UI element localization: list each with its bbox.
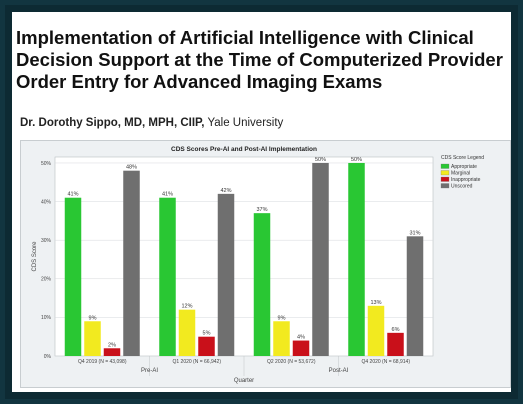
data-label: 6% — [392, 327, 400, 333]
x-tick-label: Q1 2020 (N = 66,942) — [172, 359, 221, 365]
data-label: 12% — [181, 304, 192, 310]
y-tick-label: 30% — [41, 238, 52, 244]
legend-swatch-unscored — [440, 183, 450, 189]
x-axis-label: Quarter — [234, 378, 254, 384]
bar-appropriate — [64, 197, 82, 356]
data-label: 2% — [108, 342, 116, 348]
bar-inappropriate — [292, 340, 310, 356]
bar-unscored — [406, 236, 424, 356]
y-tick-label: 0% — [44, 354, 52, 360]
bar-marginal — [84, 321, 101, 356]
author-name: Dr. Dorothy Sippo, MD, MPH, CIIP, — [20, 117, 205, 129]
bar-appropriate — [159, 197, 176, 356]
group-label: Post-AI — [329, 368, 349, 374]
data-label: 42% — [220, 188, 231, 194]
chart-title: CDS Scores Pre-AI and Post-AI Implementa… — [171, 146, 317, 153]
data-label: 5% — [203, 331, 211, 337]
data-label: 41% — [162, 192, 173, 198]
y-axis-label: CDS Score — [32, 241, 38, 272]
bar-inappropriate — [198, 336, 215, 356]
legend-title: CDS Score Legend — [441, 155, 484, 161]
y-tick-label: 10% — [41, 315, 52, 321]
y-tick-label: 50% — [41, 161, 52, 167]
y-tick-label: 20% — [41, 277, 52, 283]
x-tick-label: Q4 2019 (N = 43,098) — [78, 359, 127, 365]
bar-marginal — [273, 321, 290, 356]
data-label: 31% — [409, 230, 420, 236]
bar-unscored — [217, 193, 235, 356]
bar-unscored — [312, 162, 329, 356]
legend-label: Marginal — [451, 171, 470, 177]
y-tick-label: 40% — [41, 199, 52, 205]
x-tick-label: Q2 2020 (N = 53,672) — [267, 359, 316, 365]
bar-appropriate — [348, 162, 365, 356]
data-label: 9% — [89, 315, 97, 321]
legend-swatch-marginal — [440, 170, 450, 176]
data-label: 9% — [278, 315, 286, 321]
data-label: 50% — [351, 157, 362, 163]
data-label: 50% — [315, 157, 326, 163]
bar-inappropriate — [387, 332, 404, 356]
legend-label: Unscored — [451, 184, 473, 190]
author-affiliation: Yale University — [204, 117, 284, 129]
bar-appropriate — [253, 213, 271, 356]
legend-label: Appropriate — [451, 164, 477, 170]
data-label: 41% — [67, 192, 78, 198]
legend-label: Inappropriate — [451, 177, 481, 183]
data-label: 48% — [126, 165, 137, 171]
bar-inappropriate — [103, 348, 121, 356]
author-line: Dr. Dorothy Sippo, MD, MPH, CIIP, Yale U… — [20, 117, 283, 129]
legend-swatch-appropriate — [440, 163, 450, 169]
bar-unscored — [123, 170, 140, 356]
data-label: 13% — [370, 300, 381, 306]
bar-marginal — [178, 309, 196, 356]
x-tick-label: Q4 2020 (N = 68,914) — [361, 359, 410, 365]
legend-swatch-inappropriate — [440, 176, 450, 182]
bar-marginal — [367, 305, 385, 356]
data-label: 4% — [297, 335, 305, 341]
data-label: 37% — [256, 207, 267, 213]
slide-title: Implementation of Artificial Intelligenc… — [16, 27, 503, 92]
group-label: Pre-AI — [141, 368, 158, 374]
